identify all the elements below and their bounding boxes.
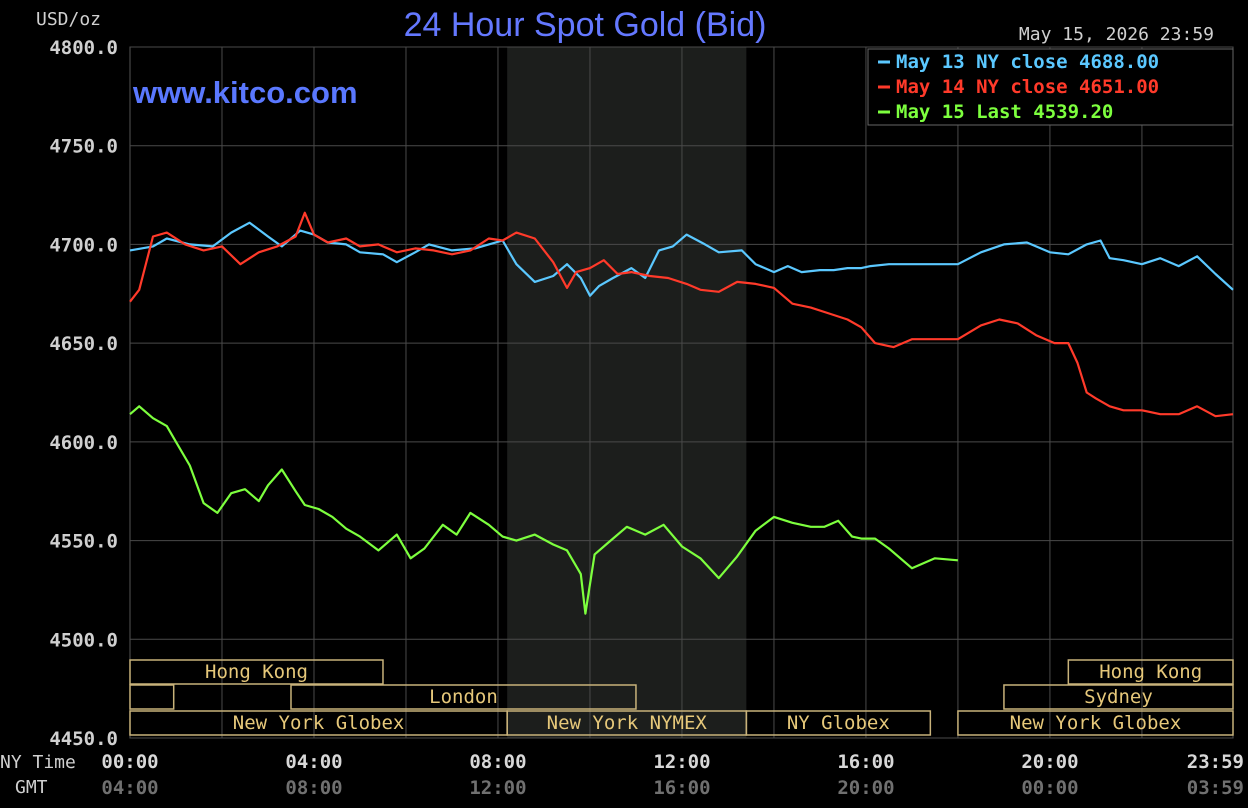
- y-tick-label: 4750.0: [49, 136, 118, 158]
- y-tick-label: 4550.0: [49, 531, 118, 553]
- x-tick-ny: 20:00: [1021, 751, 1078, 773]
- session-box: [745, 710, 932, 736]
- session-label: Sydney: [1084, 686, 1153, 708]
- y-tick-label: 4700.0: [49, 234, 118, 256]
- watermark: www.kitco.com: [132, 75, 358, 110]
- legend-label: May 15 Last 4539.20: [896, 101, 1113, 123]
- y-tick-label: 4800.0: [49, 37, 118, 59]
- session-label: Hong Kong: [1099, 661, 1202, 683]
- legend-label: May 14 NY close 4651.00: [896, 76, 1159, 98]
- x-tick-gmt: 08:00: [285, 777, 342, 799]
- trading-sessions: Hong Kong London New York Globex New York N…: [129, 659, 1234, 736]
- x-tick-ny: 12:00: [653, 751, 710, 773]
- session-label: NY Globex: [787, 712, 890, 734]
- session-label: Hong Kong: [205, 661, 308, 683]
- session-box: [129, 659, 384, 685]
- unit-label: USD/oz: [36, 9, 101, 30]
- x-tick-gmt: 12:00: [469, 777, 526, 799]
- session-box: [1003, 684, 1234, 710]
- x-tick-gmt: 00:00: [1021, 777, 1078, 799]
- y-tick-label: 4450.0: [49, 728, 118, 750]
- y-axis-ticks: 4800.0 4750.0 4700.0 4650.0 4600.0 4550.0 4500…: [49, 37, 118, 750]
- y-tick-label: 4650.0: [49, 333, 118, 355]
- gmt-row-label: GMT: [15, 777, 48, 798]
- ny-time-row-label: NY Time: [0, 752, 76, 773]
- x-axis-ticks: 00:00 04:00 04:00 08:00 08:00 12:00 12:00 16:00…: [101, 751, 1244, 799]
- timestamp: May 15, 2026 23:59: [1019, 24, 1214, 45]
- price-series: [129, 211, 1234, 615]
- legend: May 13 NY close 4688.00 May 14 NY close 4…: [867, 48, 1234, 126]
- x-tick-gmt: 03:59: [1187, 777, 1244, 799]
- session-label: New York Globex: [1010, 712, 1182, 734]
- session-label: London: [429, 686, 498, 708]
- session-box: [290, 684, 637, 710]
- x-tick-ny: 08:00: [469, 751, 526, 773]
- x-tick-gmt: 20:00: [837, 777, 894, 799]
- y-tick-label: 4500.0: [49, 629, 118, 651]
- x-tick-ny: 04:00: [285, 751, 342, 773]
- y-tick-label: 4600.0: [49, 432, 118, 454]
- x-tick-ny: 00:00: [101, 751, 158, 773]
- nymex-session-shading: [507, 47, 747, 738]
- session-box: [129, 684, 175, 710]
- session-label: New York Globex: [233, 712, 405, 734]
- session-box: [1067, 659, 1234, 685]
- x-tick-ny: 23:59: [1187, 751, 1244, 773]
- legend-label: May 13 NY close 4688.00: [896, 51, 1159, 73]
- series-line: [129, 405, 958, 615]
- x-tick-gmt: 04:00: [101, 777, 158, 799]
- grid-lines: [130, 46, 1233, 739]
- chart-title: 24 Hour Spot Gold (Bid): [404, 6, 767, 44]
- x-tick-gmt: 16:00: [653, 777, 710, 799]
- series-line: [129, 211, 1234, 418]
- x-tick-ny: 16:00: [837, 751, 894, 773]
- session-box: [957, 710, 1234, 736]
- session-label: New York NYMEX: [547, 712, 708, 734]
